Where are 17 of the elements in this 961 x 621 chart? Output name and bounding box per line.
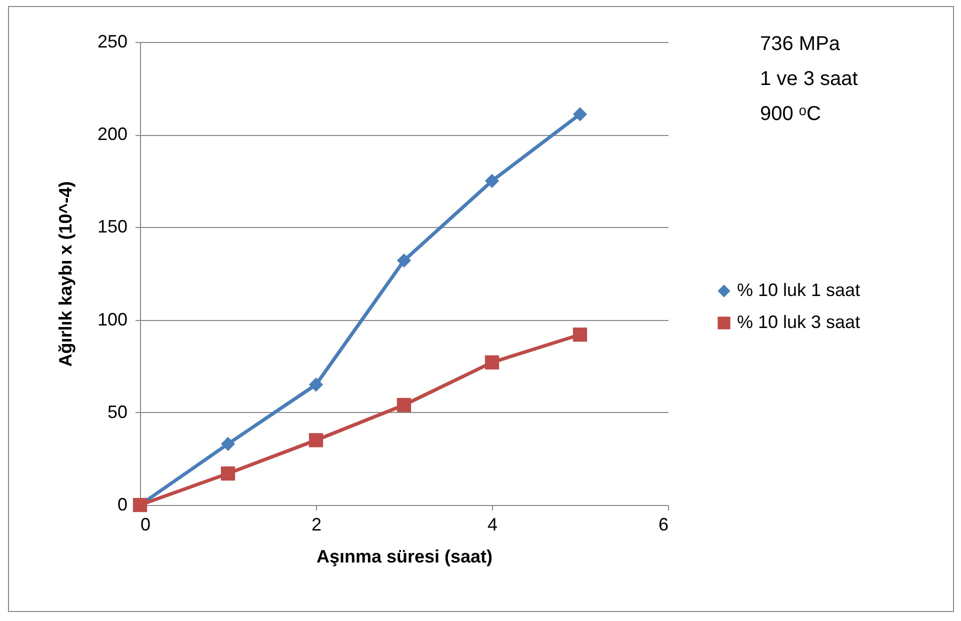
legend-label: % 10 luk 3 saat (737, 312, 860, 332)
y-tick-label: 100 (97, 309, 128, 330)
x-tick-label: 4 (487, 514, 498, 534)
y-tick-label: 0 (117, 494, 128, 514)
y-tick-label: 250 (97, 32, 128, 52)
x-tick-label: 6 (658, 514, 668, 534)
text: 900 ᵒC (760, 103, 821, 125)
y-tick-label: 50 (107, 402, 128, 422)
text: 1 ve 3 saat (760, 68, 858, 90)
x-tick-label: 0 (140, 514, 151, 534)
x-axis-title: Aşınma süresi (saat) (316, 546, 493, 566)
text: 736 MPa (760, 33, 841, 55)
legend-label: % 10 luk 1 saat (737, 280, 860, 300)
x-tick-label: 2 (311, 514, 322, 534)
y-tick-label: 150 (97, 216, 128, 237)
y-tick-label: 200 (97, 124, 128, 144)
y-axis-title: Ağırlık kaybı x (10^-4) (55, 181, 76, 367)
